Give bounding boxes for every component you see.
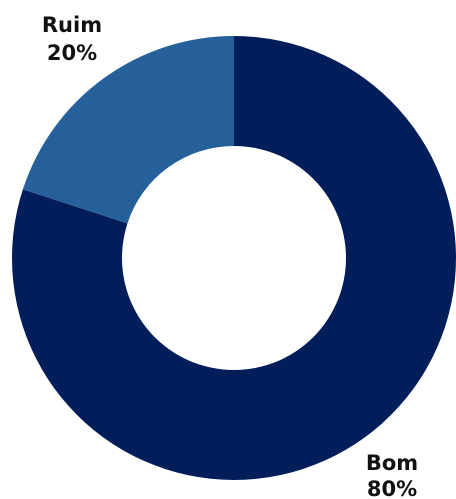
slice-value-label-bom: 80% xyxy=(367,477,417,499)
slice-label-bom: Bom xyxy=(366,451,418,475)
slice-value-label-ruim: 20% xyxy=(47,41,97,65)
donut-slices xyxy=(11,36,456,481)
slice-label-ruim: Ruim xyxy=(42,13,102,37)
donut-slice-bom xyxy=(11,36,456,481)
donut-slice-ruim xyxy=(22,36,235,224)
